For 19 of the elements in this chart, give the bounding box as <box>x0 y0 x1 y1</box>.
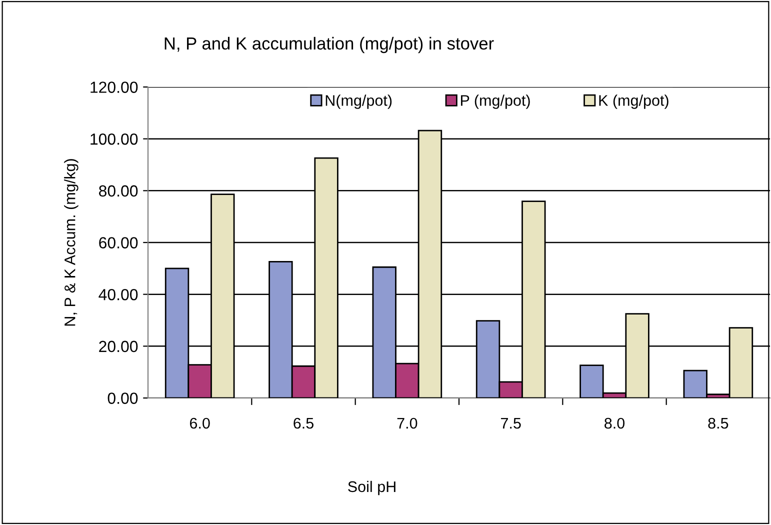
y-tick-label: 20.00 <box>99 340 138 352</box>
x-tick-label: 8.5 <box>708 418 728 429</box>
y-tick-label: 40.00 <box>98 288 138 300</box>
y-tick-label: 80.00 <box>99 185 138 197</box>
legend-label: N(mg/pot) <box>326 94 392 109</box>
y-tick-label: 120.00 <box>90 82 138 93</box>
x-tick-label: 6.0 <box>190 418 210 429</box>
x-tick-label: 6.5 <box>294 418 314 429</box>
x-tick-label: 8.0 <box>604 418 625 429</box>
legend-label: P (mg/pot) <box>461 94 530 109</box>
x-axis-title: Soil pH <box>348 480 396 496</box>
chart-title: N, P and K accumulation (mg/pot) in stover <box>164 36 494 54</box>
y-axis-title: N, P & K Accum. (mg/kg) <box>64 159 78 326</box>
y-tick-label: 100.00 <box>90 133 138 145</box>
x-tick-label: 7.5 <box>501 418 521 429</box>
x-tick-label: 7.0 <box>397 418 418 429</box>
y-tick-label: 0.00 <box>108 392 138 404</box>
legend-label: K (mg/pot) <box>599 94 668 109</box>
y-tick-label: 60.00 <box>99 237 138 248</box>
